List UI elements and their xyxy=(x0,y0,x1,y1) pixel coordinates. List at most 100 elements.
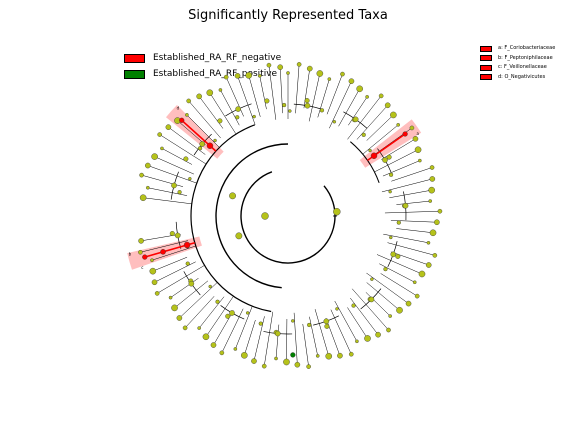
taxon-node-152 xyxy=(185,261,190,266)
taxon-node-41 xyxy=(412,136,419,142)
taxon-node-156 xyxy=(150,258,154,262)
taxon-node-220 xyxy=(274,330,281,337)
taxon-node-214 xyxy=(352,116,359,123)
taxon-node-228 xyxy=(370,152,378,159)
branch-line-173 xyxy=(154,156,195,175)
taxon-node-176 xyxy=(160,146,164,151)
legend-item-negative: Established_RA_RF_negative xyxy=(124,50,281,66)
clade-letter-c: c xyxy=(141,265,143,270)
taxon-node-213 xyxy=(304,102,311,109)
branch-line-138 xyxy=(184,296,215,329)
branch-line-185 xyxy=(186,114,220,148)
legend-swatch-negative xyxy=(124,53,145,63)
taxon-node-89 xyxy=(386,327,391,333)
taxon-node-226 xyxy=(235,106,241,112)
taxon-node-54 xyxy=(428,186,435,194)
taxon-node-216 xyxy=(402,202,409,209)
branch-line-78 xyxy=(380,273,418,297)
branch-line-105 xyxy=(309,316,318,356)
taxon-node-182 xyxy=(197,146,203,151)
taxon-node-106 xyxy=(315,354,320,358)
taxon-node-144 xyxy=(171,304,178,312)
branch-line-203 xyxy=(248,75,261,117)
branch-line-205 xyxy=(259,75,267,110)
branch-line-68 xyxy=(387,242,435,256)
branch-line-193 xyxy=(209,92,237,135)
taxon-node-217 xyxy=(390,251,397,258)
taxon-node-19 xyxy=(340,71,345,77)
branch-line-200 xyxy=(237,75,256,125)
taxon-node-79 xyxy=(414,293,420,299)
branch-line-73 xyxy=(376,254,423,275)
branch-line-30 xyxy=(356,105,388,140)
taxon-node-236 xyxy=(179,117,185,123)
taxon-node-74 xyxy=(418,270,426,278)
taxon-node-102 xyxy=(324,323,330,329)
taxon-node-126 xyxy=(233,347,238,351)
taxon-node-111 xyxy=(294,361,301,368)
taxon-node-26 xyxy=(365,95,369,99)
taxon-node-91 xyxy=(375,331,381,338)
branch-line-95 xyxy=(334,300,358,342)
taxon-node-31 xyxy=(384,102,391,109)
taxon-node-99 xyxy=(348,351,354,357)
taxon-node-206 xyxy=(257,74,262,78)
taxon-node-14 xyxy=(316,70,324,77)
taxon-node-187 xyxy=(213,138,217,143)
taxon-node-232 xyxy=(160,249,166,255)
clade-label-b: b: F_Peptoniphilaceae xyxy=(498,54,553,61)
backbone-arc-2 xyxy=(215,143,289,289)
taxon-node-9 xyxy=(296,62,302,67)
taxon-node-32 xyxy=(361,132,366,137)
branch-line-35 xyxy=(362,124,399,155)
branch-line-158 xyxy=(140,240,189,253)
taxon-node-16 xyxy=(327,77,332,81)
taxon-node-72 xyxy=(395,253,401,259)
taxon-node-122 xyxy=(258,321,263,326)
branch-line-33 xyxy=(366,114,394,141)
clade-swatch-c xyxy=(480,64,492,71)
clade-letter-b: b xyxy=(129,251,132,256)
taxon-node-169 xyxy=(139,172,144,178)
taxon-node-221 xyxy=(229,310,235,316)
node-layer xyxy=(138,62,443,369)
highlight-layer xyxy=(127,104,422,270)
taxon-node-146 xyxy=(168,295,173,300)
taxon-node-92 xyxy=(351,303,356,308)
branch-line-43 xyxy=(374,149,419,173)
branch-line-63 xyxy=(396,228,434,234)
taxon-node-164 xyxy=(139,194,147,202)
taxon-node-116 xyxy=(274,356,278,361)
taxon-node-218 xyxy=(368,296,375,303)
taxon-node-46 xyxy=(418,158,422,163)
clade-legend: a: F_Coriobacteriaceae b: F_Peptoniphila… xyxy=(480,44,555,82)
taxon-node-47 xyxy=(388,172,394,177)
taxon-node-181 xyxy=(165,124,172,130)
taxon-node-112 xyxy=(291,319,295,323)
taxon-node-137 xyxy=(215,299,220,304)
taxon-node-119 xyxy=(261,363,267,369)
legend-label-positive: Established_RA_RF_positive xyxy=(153,69,278,79)
taxon-node-4 xyxy=(229,192,236,200)
taxon-node-149 xyxy=(154,291,160,296)
taxon-node-189 xyxy=(186,98,191,104)
taxon-node-207 xyxy=(264,98,270,104)
taxon-node-141 xyxy=(176,315,183,321)
taxon-node-215 xyxy=(382,157,388,163)
branch-line-170 xyxy=(147,165,197,184)
taxon-node-129 xyxy=(219,350,225,356)
taxon-node-69 xyxy=(432,253,438,258)
branch-line-148 xyxy=(157,265,205,294)
branch-line-115 xyxy=(275,324,280,359)
branch-line-153 xyxy=(152,256,188,272)
taxon-node-66 xyxy=(426,240,431,245)
taxon-node-136 xyxy=(197,326,201,330)
clade-legend-item-b: b: F_Peptoniphilaceae xyxy=(480,54,555,64)
branch-line-208 xyxy=(268,65,277,120)
branch-line-23 xyxy=(338,88,360,127)
label-layer: a b c d xyxy=(129,106,420,270)
taxon-node-24 xyxy=(356,85,363,93)
taxon-node-196 xyxy=(218,88,223,92)
taxon-node-3 xyxy=(235,232,243,240)
